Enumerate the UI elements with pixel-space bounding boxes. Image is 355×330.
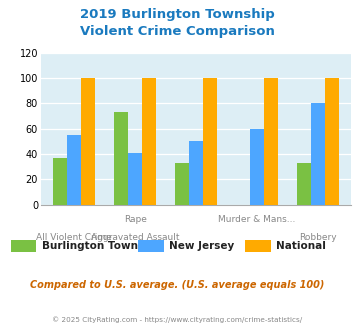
Text: New Jersey: New Jersey — [169, 241, 235, 251]
Bar — [297, 163, 311, 205]
Bar — [53, 158, 67, 205]
Bar — [325, 78, 339, 205]
Bar — [189, 141, 203, 205]
Bar — [203, 78, 217, 205]
Bar — [264, 78, 278, 205]
Text: Compared to U.S. average. (U.S. average equals 100): Compared to U.S. average. (U.S. average … — [30, 280, 325, 290]
Bar — [311, 103, 325, 205]
Text: Murder & Mans...: Murder & Mans... — [218, 214, 296, 223]
Bar — [67, 135, 81, 205]
Text: © 2025 CityRating.com - https://www.cityrating.com/crime-statistics/: © 2025 CityRating.com - https://www.city… — [53, 317, 302, 323]
Bar — [128, 153, 142, 205]
Bar — [250, 129, 264, 205]
Bar — [142, 78, 156, 205]
Text: Rape: Rape — [124, 214, 147, 223]
Text: National: National — [276, 241, 326, 251]
Bar — [114, 112, 128, 205]
Bar — [81, 78, 95, 205]
Bar — [175, 163, 189, 205]
Text: Robbery: Robbery — [299, 233, 337, 242]
Text: 2019 Burlington Township
Violent Crime Comparison: 2019 Burlington Township Violent Crime C… — [80, 8, 275, 38]
Text: Aggravated Assault: Aggravated Assault — [91, 233, 180, 242]
Text: Burlington Township: Burlington Township — [42, 241, 162, 251]
Text: All Violent Crime: All Violent Crime — [37, 233, 112, 242]
